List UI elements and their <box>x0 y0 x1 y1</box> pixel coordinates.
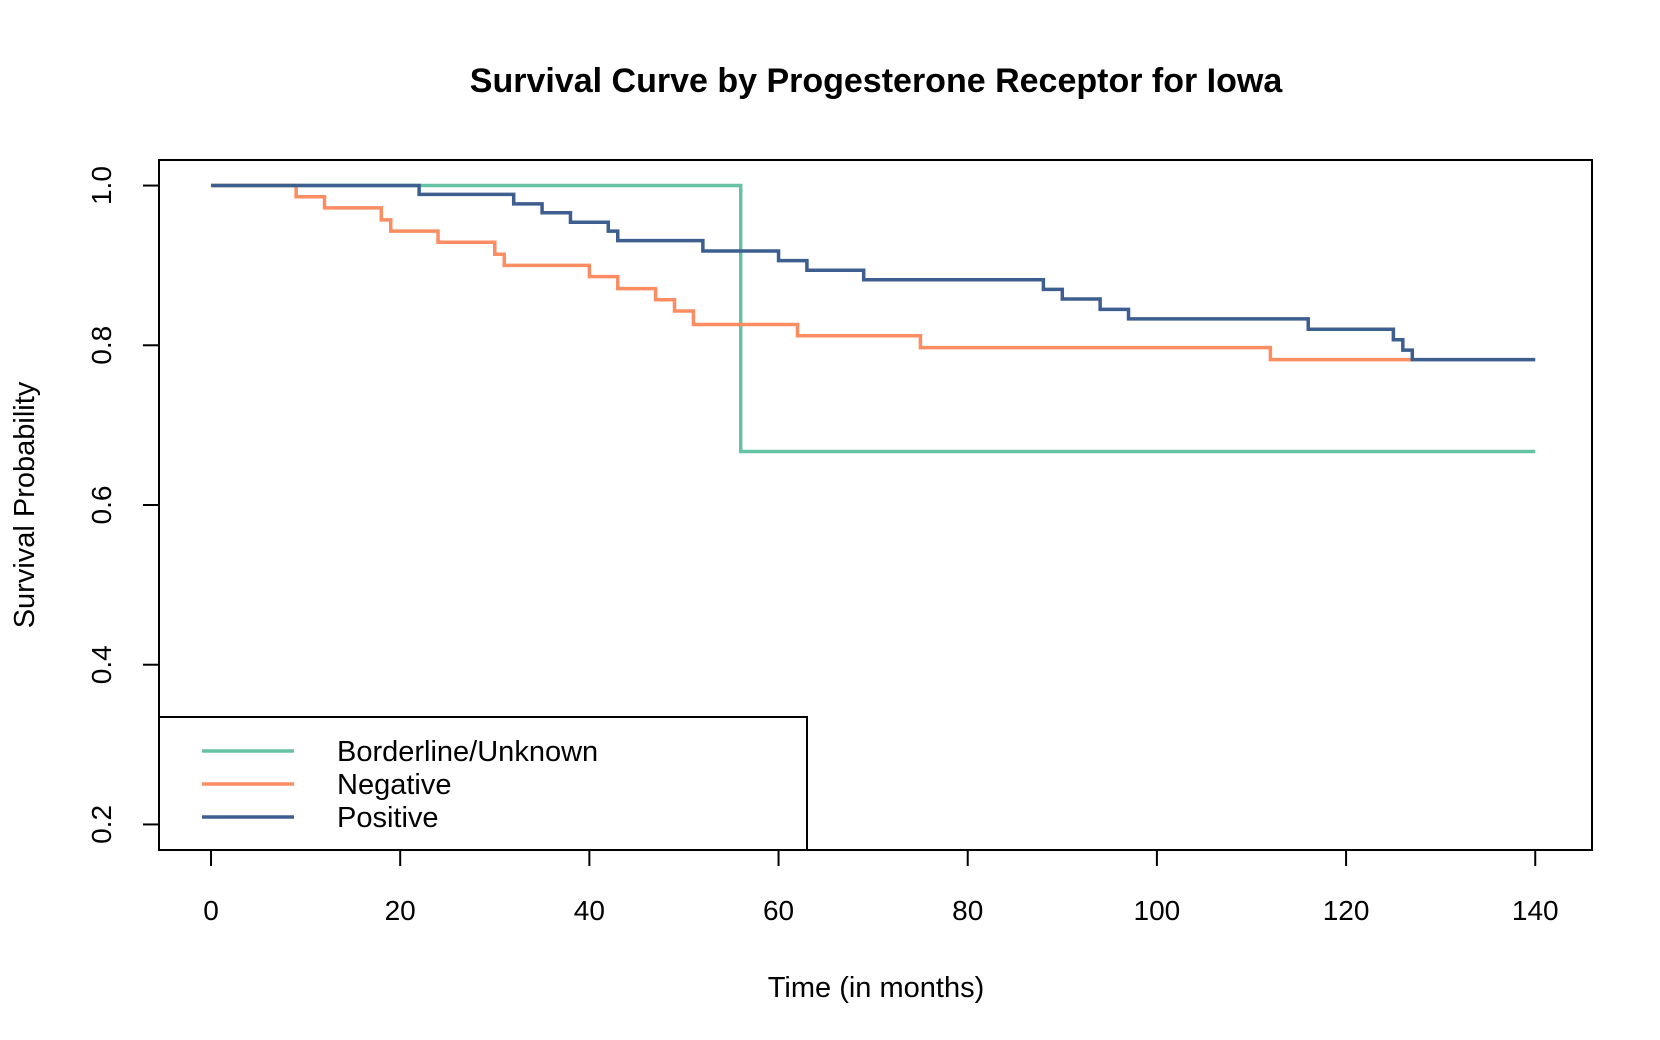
x-tick-label: 100 <box>1134 895 1181 926</box>
x-tick-label: 20 <box>385 895 416 926</box>
x-tick-label: 40 <box>574 895 605 926</box>
x-axis: 0 20 40 60 80 100 120 140 <box>203 849 1559 926</box>
y-tick-label: 0.4 <box>86 645 117 684</box>
x-axis-label: Time (in months) <box>768 972 984 1004</box>
survival-curve-borderline <box>211 183 1536 454</box>
survival-curve-positive <box>211 183 1536 362</box>
survival-curve-negative <box>211 183 1413 362</box>
x-tick-label: 120 <box>1323 895 1370 926</box>
legend: Borderline/Unknown Negative Positive <box>158 716 808 851</box>
x-tick-label: 80 <box>952 895 983 926</box>
y-tick-label: 0.8 <box>86 326 117 365</box>
y-axis: 0.2 0.4 0.6 0.8 1.0 <box>86 166 160 844</box>
legend-label-positive: Positive <box>337 802 439 834</box>
chart-title: Survival Curve by Progesterone Receptor … <box>470 62 1284 100</box>
x-tick-label: 140 <box>1512 895 1559 926</box>
y-tick-label: 1.0 <box>86 166 117 205</box>
x-tick-label: 0 <box>203 895 219 926</box>
y-axis-label: Survival Probability <box>9 381 41 628</box>
series-layer <box>211 183 1536 454</box>
legend-label-borderline: Borderline/Unknown <box>337 736 598 768</box>
x-tick-label: 60 <box>763 895 794 926</box>
legend-label-negative: Negative <box>337 769 451 801</box>
y-tick-label: 0.6 <box>86 486 117 525</box>
y-tick-label: 0.2 <box>86 805 117 844</box>
